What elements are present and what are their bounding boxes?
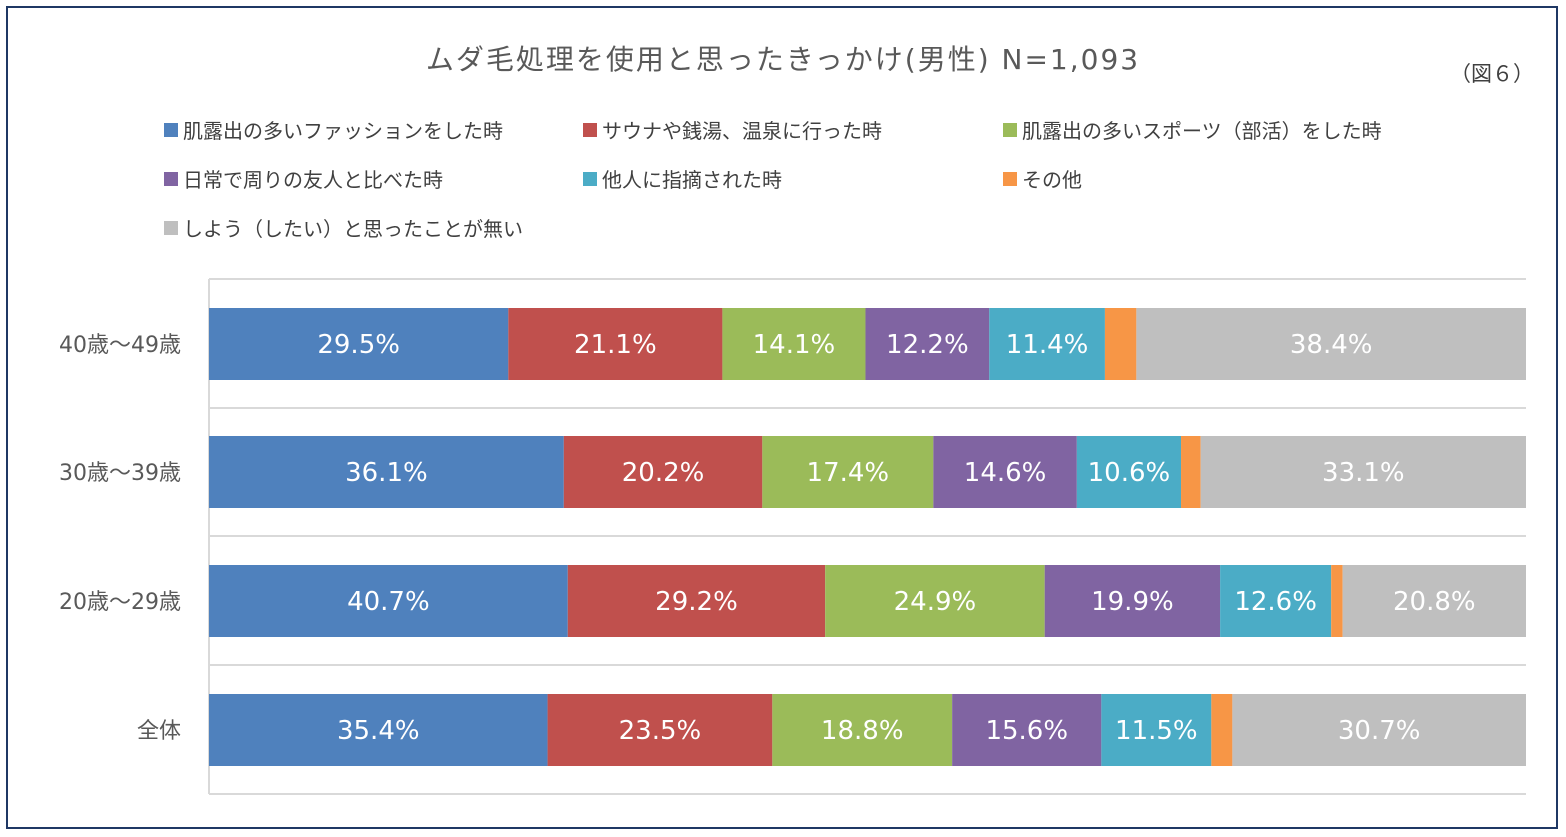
data-label: 29.2% bbox=[655, 587, 738, 617]
bar-segment bbox=[209, 565, 568, 637]
data-label: 29.5% bbox=[317, 330, 400, 360]
data-label: 12.2% bbox=[886, 330, 969, 360]
chart-title: ムダ毛処理を使用と思ったきっかけ(男性) N=1,093 bbox=[425, 43, 1141, 76]
data-label: 11.4% bbox=[1006, 330, 1089, 360]
legend-swatch bbox=[164, 122, 178, 137]
legend-item: その他 bbox=[1003, 164, 1082, 193]
bar-segment bbox=[1331, 565, 1343, 637]
data-label: 20.8% bbox=[1393, 587, 1476, 617]
bar-segment bbox=[508, 308, 723, 380]
legend-swatch bbox=[583, 122, 597, 137]
bar-segment bbox=[563, 436, 763, 508]
legend-item: 肌露出の多いスポーツ（部活）をした時 bbox=[1003, 115, 1382, 144]
bar-segment bbox=[952, 694, 1102, 766]
bar-segment bbox=[1076, 436, 1182, 508]
legend-label: 他人に指摘された時 bbox=[602, 168, 782, 192]
legend-label: サウナや銭湯、温泉に行った時 bbox=[602, 119, 882, 143]
data-label: 12.6% bbox=[1234, 587, 1317, 617]
category-label: 30歳～39歳 bbox=[59, 461, 181, 486]
chart-frame bbox=[6, 6, 1558, 829]
figure-label: （図６） bbox=[1450, 62, 1534, 86]
legend-swatch bbox=[164, 220, 178, 235]
data-label: 14.1% bbox=[753, 330, 836, 360]
legend-swatch bbox=[1003, 122, 1017, 137]
data-label: 33.1% bbox=[1322, 458, 1405, 488]
data-label: 15.6% bbox=[985, 716, 1068, 746]
bar-segment bbox=[547, 694, 773, 766]
bar-segment bbox=[567, 565, 826, 637]
legend-label: 肌露出の多いスポーツ（部活）をした時 bbox=[1022, 119, 1382, 143]
bar-segment bbox=[1211, 694, 1233, 766]
bar-segment bbox=[762, 436, 934, 508]
data-label: 35.4% bbox=[337, 716, 420, 746]
bar-segment bbox=[825, 565, 1045, 637]
data-label: 24.9% bbox=[894, 587, 977, 617]
bar-segment bbox=[209, 308, 509, 380]
legend-item: 日常で周りの友人と比べた時 bbox=[164, 164, 443, 193]
data-label: 21.1% bbox=[574, 330, 657, 360]
data-label: 40.7% bbox=[347, 587, 430, 617]
bar-segment bbox=[1220, 565, 1332, 637]
legend-swatch bbox=[1003, 171, 1017, 186]
legend-item: サウナや銭湯、温泉に行った時 bbox=[583, 115, 882, 144]
bar-segment bbox=[1200, 436, 1526, 508]
data-label: 18.8% bbox=[821, 716, 904, 746]
bar-segment bbox=[1044, 565, 1221, 637]
category-label: 全体 bbox=[137, 719, 181, 744]
bar-segment bbox=[933, 436, 1077, 508]
data-label: 14.6% bbox=[964, 458, 1047, 488]
bar-segment bbox=[722, 308, 866, 380]
data-label: 17.4% bbox=[807, 458, 890, 488]
data-label: 11.5% bbox=[1115, 716, 1198, 746]
legend-label: しよう（したい）と思ったことが無い bbox=[183, 217, 523, 241]
bar-segment bbox=[1136, 308, 1526, 380]
data-label: 38.4% bbox=[1290, 330, 1373, 360]
bar-segment bbox=[209, 694, 548, 766]
bar-segment bbox=[989, 308, 1105, 380]
legend-item: 肌露出の多いファッションをした時 bbox=[164, 115, 503, 144]
bar-segment bbox=[209, 436, 564, 508]
legend-label: その他 bbox=[1022, 168, 1082, 192]
data-label: 36.1% bbox=[345, 458, 428, 488]
category-label: 20歳～29歳 bbox=[59, 590, 181, 615]
bar-segment bbox=[1232, 694, 1526, 766]
bar-segment bbox=[1181, 436, 1201, 508]
data-label: 10.6% bbox=[1088, 458, 1171, 488]
bar-segment bbox=[1342, 565, 1526, 637]
category-label: 40歳～49歳 bbox=[59, 333, 181, 358]
legend-swatch bbox=[583, 171, 597, 186]
legend-label: 日常で周りの友人と比べた時 bbox=[183, 168, 443, 192]
legend-label: 肌露出の多いファッションをした時 bbox=[183, 119, 503, 143]
bar-segment bbox=[1101, 694, 1212, 766]
bar-segment bbox=[1104, 308, 1137, 380]
bar-segment bbox=[772, 694, 953, 766]
legend-swatch bbox=[164, 171, 178, 186]
legend-item: 他人に指摘された時 bbox=[583, 164, 782, 193]
data-label: 30.7% bbox=[1338, 716, 1421, 746]
bar-segment bbox=[865, 308, 990, 380]
data-label: 20.2% bbox=[622, 458, 705, 488]
data-label: 23.5% bbox=[619, 716, 702, 746]
legend-item: しよう（したい）と思ったことが無い bbox=[164, 213, 523, 242]
data-label: 19.9% bbox=[1091, 587, 1174, 617]
